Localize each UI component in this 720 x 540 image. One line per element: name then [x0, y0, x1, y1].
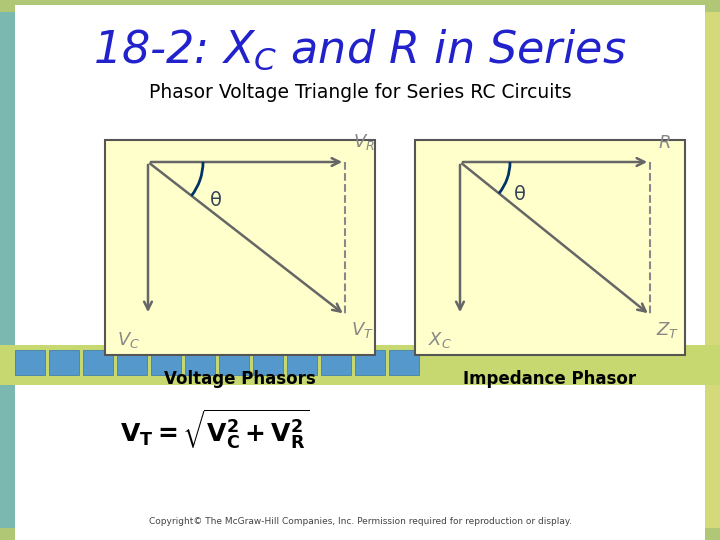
- Text: 18-2: $X_C$ and $R$ in Series: 18-2: $X_C$ and $R$ in Series: [94, 28, 626, 72]
- Bar: [415, 140, 685, 355]
- Bar: [185, 350, 215, 375]
- Text: $X_C$: $X_C$: [428, 330, 452, 350]
- Bar: [253, 350, 283, 375]
- Bar: [151, 350, 181, 375]
- Bar: [389, 350, 419, 375]
- Bar: [15, 385, 705, 540]
- Text: $V_T$: $V_T$: [351, 320, 374, 340]
- Bar: [15, 5, 705, 345]
- Bar: [690, 0, 720, 540]
- Bar: [117, 350, 147, 375]
- Text: $R$: $R$: [658, 134, 671, 152]
- Bar: [0, 0, 720, 12]
- Bar: [15, 350, 45, 375]
- Text: $Z_T$: $Z_T$: [656, 320, 679, 340]
- Text: Voltage Phasors: Voltage Phasors: [164, 370, 316, 388]
- Text: $V_R$: $V_R$: [353, 132, 375, 152]
- Bar: [0, 345, 720, 385]
- Text: $\mathbf{V_T = \sqrt{V_C^2 + V_R^2}}$: $\mathbf{V_T = \sqrt{V_C^2 + V_R^2}}$: [120, 408, 310, 452]
- Text: θ: θ: [210, 191, 222, 210]
- Text: Impedance Phasor: Impedance Phasor: [464, 370, 636, 388]
- Bar: [105, 140, 375, 355]
- Bar: [287, 350, 317, 375]
- Bar: [219, 350, 249, 375]
- Text: Phasor Voltage Triangle for Series RC Circuits: Phasor Voltage Triangle for Series RC Ci…: [149, 83, 571, 102]
- Bar: [355, 350, 385, 375]
- Bar: [0, 528, 720, 540]
- Bar: [83, 350, 113, 375]
- Text: θ: θ: [514, 185, 526, 204]
- Text: $V_C$: $V_C$: [117, 330, 140, 350]
- Text: Copyright© The McGraw-Hill Companies, Inc. Permission required for reproduction : Copyright© The McGraw-Hill Companies, In…: [148, 517, 572, 526]
- Bar: [0, 0, 18, 540]
- Bar: [49, 350, 79, 375]
- Bar: [321, 350, 351, 375]
